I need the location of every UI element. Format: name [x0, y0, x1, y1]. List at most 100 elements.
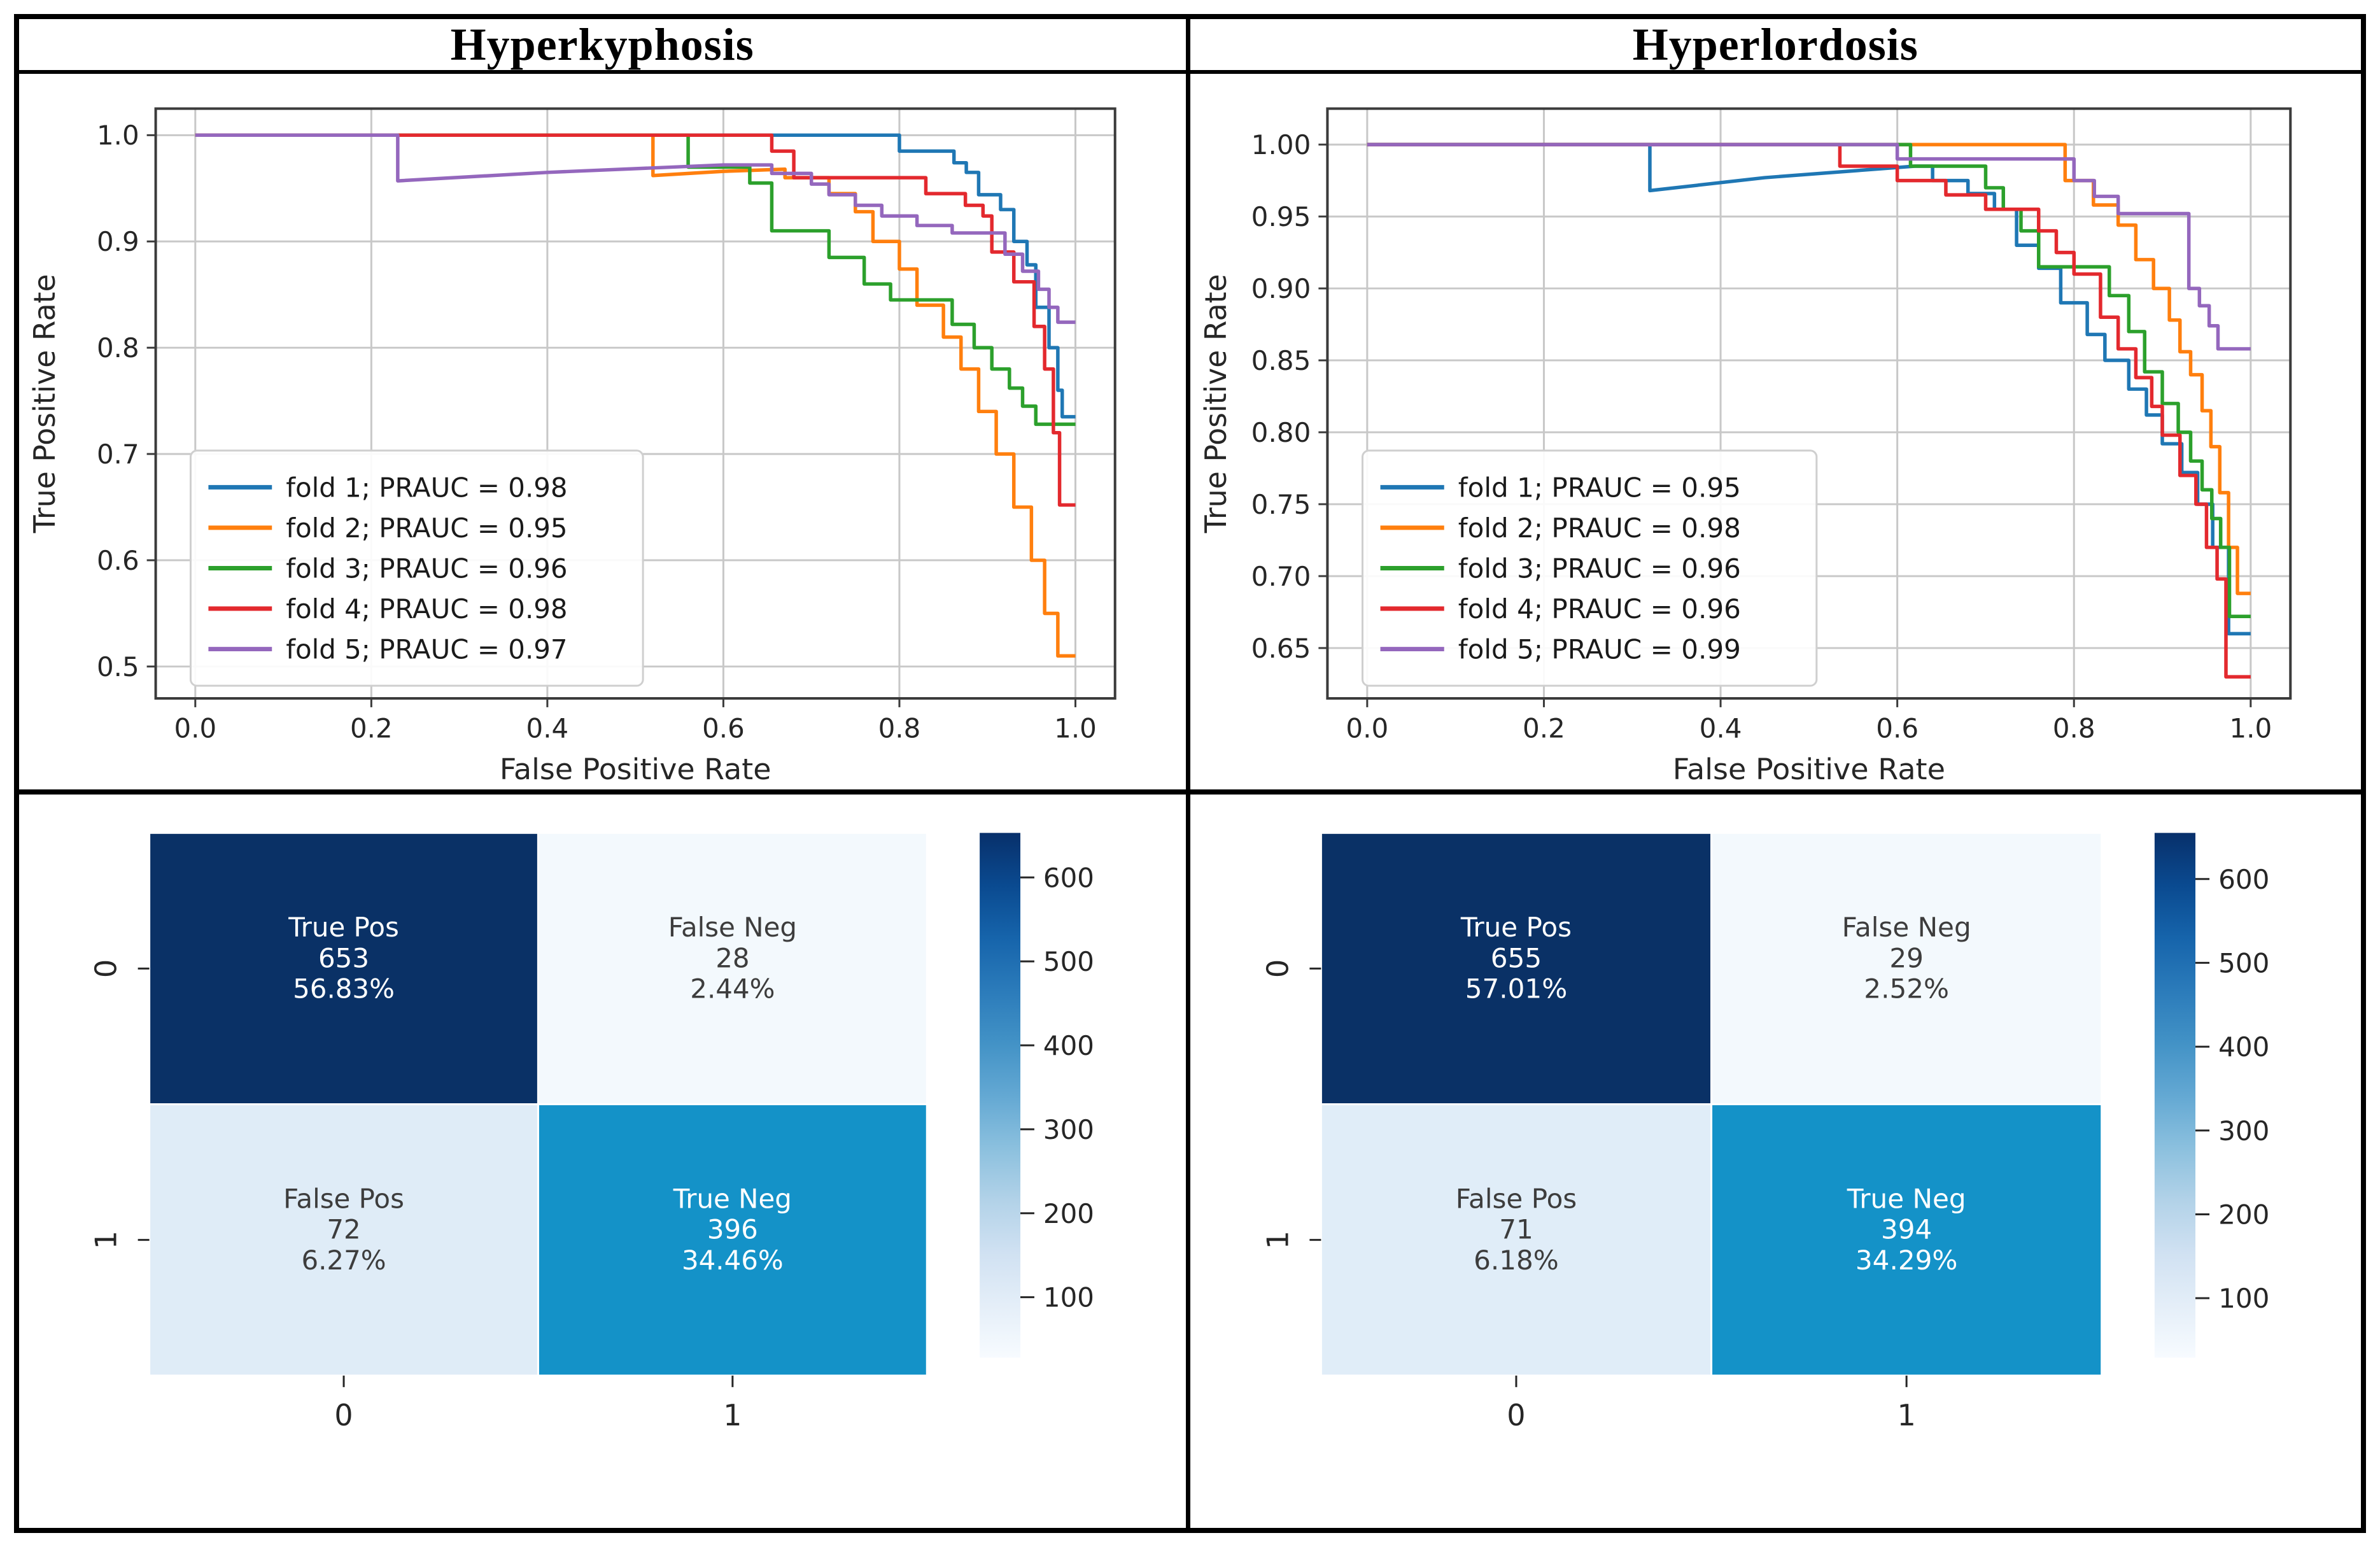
- matrix-cell-label: True Pos: [288, 912, 399, 943]
- matrix-cell-percent: 2.52%: [1864, 973, 1949, 1005]
- x-tick-label: 0.4: [526, 713, 569, 744]
- y-tick-label: 0.75: [1251, 489, 1311, 520]
- confusion-matrix-hyperlordosis: True Pos 655 57.01% False Neg 29 2.52% False P…: [1190, 795, 2361, 1528]
- matrix-y-tick-label: 0: [89, 959, 123, 978]
- matrix-cell-count: 655: [1490, 942, 1541, 973]
- roc-curve-fold-3: [1367, 143, 2251, 618]
- y-axis-label: True Positive Rate: [1198, 274, 1232, 533]
- panel-title-hyperlordosis: Hyperlordosis: [1190, 19, 2361, 74]
- legend-box: [189, 449, 644, 687]
- matrix-x-tick-label: 1: [723, 1398, 742, 1432]
- legend-label: fold 4; PRAUC = 0.98: [286, 593, 567, 625]
- colorbar-tick-label: 400: [1043, 1030, 1094, 1061]
- matrix-cell-true-neg: [1710, 1103, 2102, 1377]
- y-tick-label: 0.85: [1251, 345, 1311, 376]
- x-tick-label: 0.0: [174, 713, 216, 744]
- axes-spine: [1325, 107, 2292, 700]
- matrix-cell-label: True Pos: [1460, 912, 1571, 943]
- y-tick-label: 0.65: [1251, 633, 1311, 664]
- y-tick-label: 0.7: [97, 439, 139, 470]
- x-tick-label: 0.2: [350, 713, 393, 744]
- matrix-cell-label: False Pos: [1455, 1183, 1577, 1214]
- colorbar: [2154, 833, 2195, 1358]
- colorbar: [980, 833, 1020, 1358]
- legend-label: fold 4; PRAUC = 0.96: [1458, 593, 1740, 625]
- legend-label: fold 2; PRAUC = 0.98: [1458, 512, 1740, 544]
- matrix-x-tick-label: 0: [1507, 1398, 1525, 1432]
- title-text-left: Hyperkyphosis: [450, 19, 754, 70]
- matrix-cell-label: False Pos: [283, 1183, 404, 1214]
- matrix-x-tick-label: 1: [1897, 1398, 1915, 1432]
- x-tick-label: 0.2: [1523, 713, 1565, 744]
- matrix-cell-percent: 6.18%: [1474, 1245, 1559, 1276]
- figure-frame: Hyperkyphosis Hyperlordosis 0.0 0.2 0.4 0.6…: [14, 14, 2366, 1533]
- matrix-cell-count: 72: [327, 1213, 360, 1245]
- matrix-cell-count: 71: [1499, 1214, 1533, 1245]
- matrix-cell-true-pos: [1320, 831, 1712, 1106]
- matrix-cell-count: 653: [318, 942, 369, 973]
- legend-label: fold 1; PRAUC = 0.98: [286, 472, 567, 503]
- roc-chart-svg: 0.0 0.2 0.4 0.6 0.8 1.0 0.5 0.6 0.7 0.8 0.9 1.0 Fals…: [27, 107, 1116, 786]
- matrix-cell-label: False Neg: [1841, 912, 1971, 943]
- y-tick-label: 1.0: [97, 120, 139, 151]
- roc-plot-hyperkyphosis: 0.0 0.2 0.4 0.6 0.8 1.0 0.5 0.6 0.7 0.8 0.9 1.0 Fals…: [19, 74, 1190, 795]
- matrix-cell-label: True Neg: [1846, 1183, 1966, 1214]
- colorbar-tick-label: 600: [2218, 864, 2269, 895]
- matrix-cell-false-pos: [1320, 1103, 1712, 1377]
- roc-curve-fold-5: [195, 133, 1076, 324]
- matrix-cell-count: 396: [707, 1213, 758, 1245]
- y-tick-label: 0.70: [1251, 561, 1311, 592]
- roc-curve-fold-5: [1367, 143, 2251, 351]
- x-axis-label: False Positive Rate: [500, 752, 771, 786]
- matrix-cell-label: True Neg: [673, 1183, 792, 1214]
- title-text-right: Hyperlordosis: [1632, 19, 1919, 70]
- colorbar-tick-label: 600: [1043, 862, 1094, 893]
- x-tick-label: 0.4: [1699, 713, 1742, 744]
- legend-label: fold 5; PRAUC = 0.99: [1458, 634, 1740, 665]
- matrix-cell-percent: 34.29%: [1855, 1245, 1957, 1276]
- y-tick-label: 0.80: [1251, 417, 1311, 448]
- legend-label: fold 3; PRAUC = 0.96: [286, 553, 567, 584]
- y-tick-label: 0.5: [97, 651, 139, 682]
- matrix-cell-percent: 2.44%: [690, 973, 775, 1005]
- roc-plot-hyperlordosis: 0.0 0.2 0.4 0.6 0.8 1.0 0.65 0.70 0.75 0.80 0.85 0.…: [1190, 74, 2361, 795]
- axes-spine: [154, 107, 1116, 700]
- matrix-y-tick-label: 0: [1260, 959, 1295, 978]
- legend-box: [1361, 449, 1817, 687]
- colorbar-tick-label: 300: [1043, 1114, 1094, 1145]
- y-tick-label: 0.8: [97, 332, 139, 364]
- roc-curve-fold-2: [1367, 143, 2251, 595]
- colorbar-tick-label: 100: [1043, 1282, 1094, 1313]
- colorbar-tick-label: 500: [2218, 947, 2269, 978]
- y-tick-label: 0.90: [1251, 273, 1311, 304]
- matrix-cell-false-neg: [1710, 831, 2102, 1106]
- matrix-y-tick-label: 1: [1260, 1231, 1295, 1249]
- colorbar-tick-label: 400: [2218, 1031, 2269, 1063]
- matrix-cell-label: False Neg: [668, 912, 797, 943]
- roc-curve-fold-3: [195, 133, 1076, 427]
- x-tick-label: 0.8: [2052, 713, 2095, 744]
- matrix-cell-false-neg: [537, 831, 928, 1106]
- y-tick-label: 1.00: [1251, 129, 1311, 160]
- x-tick-label: 0.6: [1876, 713, 1919, 744]
- matrix-cell-count: 29: [1889, 942, 1924, 973]
- x-axis-label: False Positive Rate: [1672, 752, 1945, 786]
- matrix-cell-percent: 57.01%: [1465, 973, 1567, 1005]
- matrix-x-tick-label: 0: [334, 1398, 353, 1432]
- x-tick-label: 1.0: [1054, 713, 1097, 744]
- legend-label: fold 2; PRAUC = 0.95: [286, 512, 567, 544]
- colorbar-tick-label: 100: [2218, 1283, 2269, 1314]
- panel-title-hyperkyphosis: Hyperkyphosis: [19, 19, 1190, 74]
- matrix-cell-false-pos: [148, 1103, 539, 1377]
- colorbar-tick-label: 200: [1043, 1198, 1094, 1229]
- roc-chart-svg: 0.0 0.2 0.4 0.6 0.8 1.0 0.65 0.70 0.75 0.80 0.85 0.…: [1198, 107, 2292, 786]
- matrix-cell-percent: 56.83%: [293, 973, 395, 1005]
- legend-label: fold 5; PRAUC = 0.97: [286, 634, 567, 665]
- x-tick-label: 0.8: [878, 713, 921, 744]
- matrix-cell-percent: 6.27%: [301, 1245, 386, 1276]
- matrix-cell-true-pos: [148, 831, 539, 1106]
- x-tick-label: 0.0: [1346, 713, 1388, 744]
- x-tick-label: 0.6: [702, 713, 745, 744]
- y-tick-label: 0.95: [1251, 201, 1311, 232]
